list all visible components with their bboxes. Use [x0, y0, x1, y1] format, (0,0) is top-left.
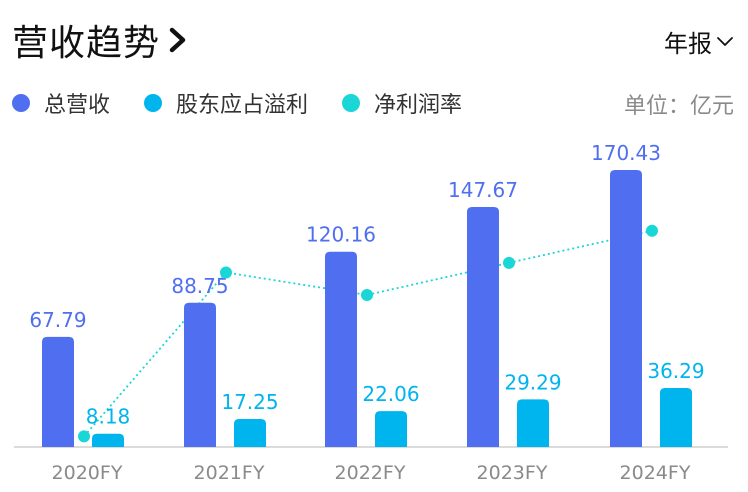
- bar-revenue-2024FY: [610, 170, 642, 447]
- data-label-profit-2024FY: 36.29: [647, 359, 704, 383]
- chevron-down-icon: [716, 33, 734, 52]
- period-selector[interactable]: 年报: [664, 24, 734, 59]
- chevron-right-icon: [168, 26, 188, 58]
- data-label-profit-2022FY: 22.06: [362, 382, 419, 406]
- legend-label-profit: 股东应占溢利: [176, 93, 309, 118]
- legend-swatch-revenue: [12, 94, 30, 112]
- margin-point-2020FY: [78, 430, 90, 443]
- header: 营收趋势 年报: [12, 14, 734, 70]
- legend-item-revenue[interactable]: 总营收: [12, 87, 110, 119]
- bar-revenue-2022FY: [325, 251, 357, 447]
- data-label-revenue-2022FY: 120.16: [306, 223, 376, 247]
- x-tick-label-2022FY: 2022FY: [335, 462, 406, 484]
- legend-item-margin[interactable]: 净利润率: [342, 87, 462, 119]
- legend-label-revenue: 总营收: [44, 93, 111, 118]
- x-tick-label-2021FY: 2021FY: [194, 462, 265, 484]
- bar-revenue-2021FY: [184, 302, 216, 447]
- margin-point-2021FY: [220, 266, 232, 279]
- section-title-link[interactable]: 营收趋势: [12, 14, 188, 66]
- x-tick-label-2023FY: 2023FY: [477, 462, 548, 484]
- legend-item-profit[interactable]: 股东应占溢利: [144, 87, 308, 119]
- bar-revenue-2023FY: [467, 206, 499, 447]
- data-label-revenue-2021FY: 88.75: [171, 274, 228, 298]
- chart-legend: 总营收 股东应占溢利 净利润率 单位：亿元: [12, 86, 734, 120]
- margin-point-2024FY: [646, 224, 658, 237]
- bar-profit-2024FY: [660, 388, 692, 447]
- bar-profit-2023FY: [517, 399, 549, 447]
- data-label-revenue-2020FY: 67.79: [29, 308, 86, 332]
- legend-swatch-profit: [144, 94, 163, 112]
- bar-profit-2020FY: [92, 433, 124, 447]
- data-label-profit-2023FY: 29.29: [504, 370, 561, 394]
- data-label-profit-2020FY: 8.18: [86, 405, 131, 429]
- x-tick-label-2024FY: 2024FY: [620, 462, 691, 484]
- legend-swatch-margin: [342, 94, 361, 112]
- bar-profit-2022FY: [375, 411, 407, 447]
- data-label-revenue-2024FY: 170.43: [591, 141, 661, 165]
- unit-label: 单位：亿元: [623, 94, 734, 119]
- data-label-profit-2021FY: 17.25: [221, 390, 278, 414]
- period-label: 年报: [664, 30, 712, 58]
- bar-profit-2021FY: [234, 418, 266, 447]
- x-tick-label-2020FY: 2020FY: [52, 462, 123, 484]
- margin-point-2023FY: [503, 256, 515, 269]
- margin-point-2022FY: [361, 288, 373, 301]
- legend-label-margin: 净利润率: [374, 93, 463, 118]
- section-title: 营收趋势: [12, 23, 161, 64]
- data-label-revenue-2023FY: 147.67: [448, 178, 518, 202]
- bar-revenue-2020FY: [42, 336, 74, 447]
